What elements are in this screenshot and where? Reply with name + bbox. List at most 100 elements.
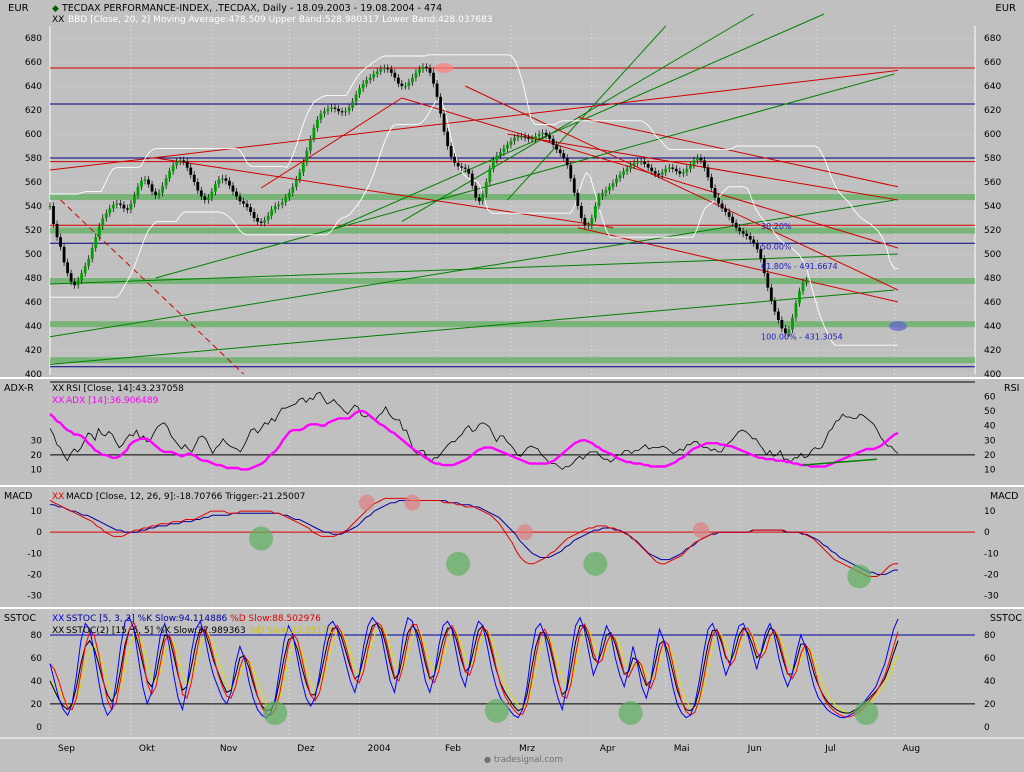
candle-body bbox=[527, 137, 530, 139]
candle-body bbox=[502, 148, 506, 152]
candle-body bbox=[615, 178, 618, 184]
candle-body bbox=[298, 172, 302, 180]
candle-body bbox=[657, 173, 661, 175]
sstoc-right-tick: 40 bbox=[984, 677, 996, 687]
y-unit-right: EUR bbox=[995, 3, 1016, 14]
candle-body bbox=[301, 162, 305, 173]
candle-body bbox=[351, 101, 355, 108]
macd-left-tick: -10 bbox=[27, 549, 42, 559]
candle-body bbox=[407, 82, 411, 86]
candle-body bbox=[154, 191, 157, 196]
candle-body bbox=[439, 96, 442, 114]
candle-body bbox=[273, 206, 277, 210]
macd-cross-marker bbox=[583, 551, 608, 576]
support-zones bbox=[50, 67, 975, 368]
candle-body bbox=[340, 111, 344, 113]
candle-body bbox=[565, 158, 569, 166]
candle-body bbox=[484, 182, 488, 194]
macd-right-tick: -20 bbox=[984, 570, 999, 580]
candle-body bbox=[446, 131, 450, 146]
y-tick-label-right: 600 bbox=[984, 130, 1001, 140]
support-zone bbox=[50, 321, 975, 328]
candle-body bbox=[150, 184, 154, 192]
candle-body bbox=[748, 236, 752, 240]
y-tick-label-right: 440 bbox=[984, 322, 1001, 332]
candle-body bbox=[231, 185, 235, 192]
candle-body bbox=[738, 227, 742, 232]
indicator-series bbox=[49, 391, 899, 726]
candle-body bbox=[217, 179, 221, 185]
candle-body bbox=[259, 221, 263, 223]
sstoc-cross-marker bbox=[854, 701, 879, 726]
candle-body bbox=[688, 165, 692, 169]
candle-body bbox=[776, 311, 780, 320]
candle-body bbox=[403, 86, 407, 87]
trendline-green bbox=[49, 253, 899, 285]
candle-body bbox=[442, 113, 446, 132]
trendline-green bbox=[49, 199, 895, 338]
x-tick-label: Aug bbox=[902, 744, 920, 754]
candle-body bbox=[291, 186, 295, 193]
candle-body bbox=[449, 146, 453, 157]
candle-body bbox=[252, 212, 256, 218]
candle-body bbox=[660, 172, 664, 175]
sstoc-k-line bbox=[49, 616, 899, 719]
x-tick-label: Jun bbox=[747, 744, 762, 754]
fib-label: 61.80% - 491.6674 bbox=[761, 262, 838, 271]
candle-body bbox=[185, 161, 189, 168]
candle-body bbox=[636, 161, 640, 163]
support-zone bbox=[50, 357, 975, 364]
trendline-green bbox=[507, 25, 667, 201]
x-tick-label: Okt bbox=[139, 744, 155, 754]
footer-brand-icon: ● bbox=[484, 755, 491, 764]
sstoc-legend: SSTOC [5, 3, 3] %K Slow:94.114886 %D Slo… bbox=[66, 614, 321, 624]
trendline-red bbox=[60, 199, 244, 375]
candle-body bbox=[196, 182, 200, 191]
candle-body bbox=[745, 233, 749, 236]
sstoc2-legend-b: %K Slow:37.989363 bbox=[156, 626, 246, 636]
macd-cross-marker bbox=[446, 551, 471, 576]
y-tick-label-left: 400 bbox=[25, 370, 42, 380]
support-zone bbox=[50, 227, 975, 234]
y-tick-label-left: 460 bbox=[25, 298, 42, 308]
trendline-green bbox=[155, 73, 895, 279]
candle-body bbox=[97, 226, 101, 238]
sstoc2-legend-a: SSTOC(2) [15, 5, 5] bbox=[66, 626, 153, 636]
macd-panel-label-right: MACD bbox=[990, 491, 1018, 502]
x-tick-label: 2004 bbox=[368, 744, 391, 754]
candle-body bbox=[87, 258, 91, 266]
candle-body bbox=[263, 220, 267, 223]
x-tick-label: Dez bbox=[297, 744, 314, 754]
candle-body bbox=[368, 77, 372, 80]
y-tick-label-left: 620 bbox=[25, 106, 42, 116]
macd-right-tick: 0 bbox=[984, 528, 990, 538]
candle-body bbox=[604, 190, 608, 193]
x-tick-label: Jul bbox=[824, 744, 836, 754]
candle-body bbox=[780, 320, 784, 329]
adx-line bbox=[49, 409, 899, 471]
candle-body bbox=[280, 202, 284, 205]
candle-body bbox=[608, 186, 611, 191]
candle-body bbox=[221, 178, 224, 180]
candle-body bbox=[639, 161, 643, 163]
rsi-right-tick: 60 bbox=[984, 393, 996, 403]
candle-body bbox=[101, 218, 105, 227]
candle-body bbox=[90, 248, 94, 259]
macd-line bbox=[49, 497, 898, 577]
candle-body bbox=[791, 317, 794, 330]
y-tick-label-left: 560 bbox=[25, 178, 42, 188]
support-zone bbox=[50, 278, 975, 284]
candle-body bbox=[326, 108, 330, 112]
candle-body bbox=[456, 162, 460, 167]
candle-body bbox=[382, 68, 386, 70]
candle-body bbox=[171, 165, 175, 172]
candle-body bbox=[752, 239, 756, 244]
candle-body bbox=[428, 68, 432, 73]
macd-cross-marker bbox=[692, 522, 709, 539]
candle-body bbox=[73, 281, 77, 286]
candle-body bbox=[284, 197, 288, 203]
candle-body bbox=[224, 178, 228, 181]
candle-body bbox=[601, 192, 604, 197]
candle-body bbox=[347, 107, 351, 112]
candle-body bbox=[270, 209, 274, 216]
